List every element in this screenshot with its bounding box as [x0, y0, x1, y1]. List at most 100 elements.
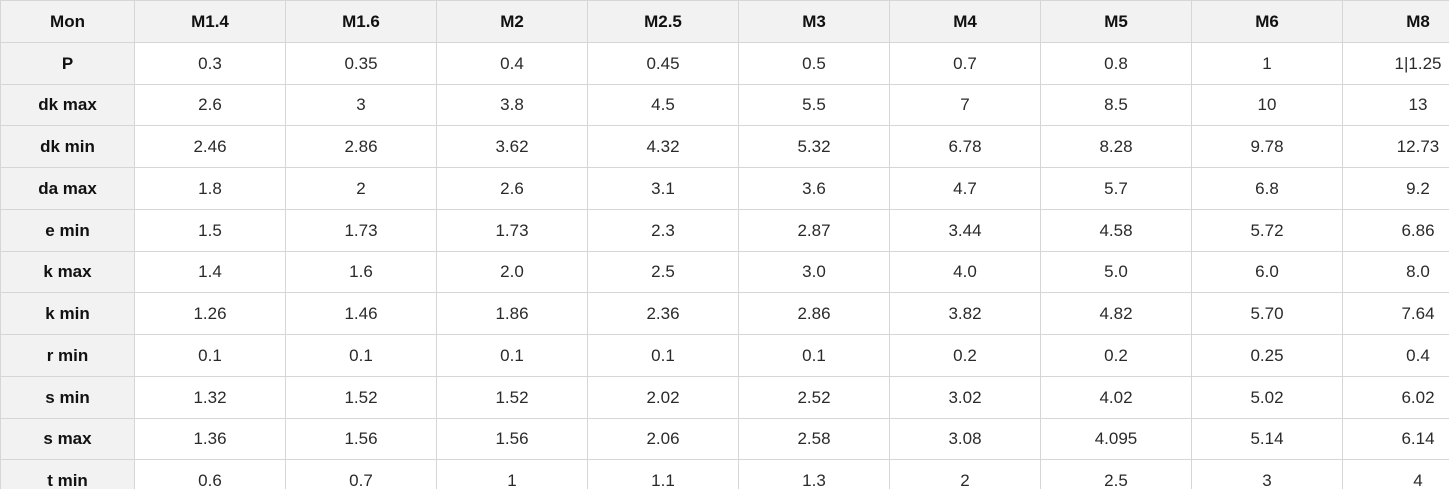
- cell: 0.25: [1191, 334, 1343, 377]
- cell: 4.7: [889, 167, 1041, 210]
- cell: 4.0: [889, 250, 1041, 294]
- table-row: P 0.3 0.35 0.4 0.45 0.5 0.7 0.8 1 1|1.25: [0, 41, 1449, 85]
- cell: 6.0: [1191, 250, 1343, 294]
- cell: 0.1: [285, 334, 437, 377]
- cell: 7: [889, 83, 1041, 127]
- cell: 1.36: [134, 417, 286, 461]
- cell: 1.6: [285, 250, 437, 294]
- cell: 7.64: [1342, 292, 1449, 335]
- row-label: k max: [0, 250, 135, 294]
- cell: 5.32: [738, 125, 890, 168]
- cell: 5.02: [1191, 375, 1343, 419]
- cell: 1.8: [134, 167, 286, 210]
- cell: 5.7: [1040, 167, 1192, 210]
- column-header: M3: [738, 0, 890, 43]
- row-label: P: [0, 41, 135, 85]
- cell: 0.35: [285, 41, 437, 85]
- cell: 2.87: [738, 208, 890, 252]
- table-row: s min 1.32 1.52 1.52 2.02 2.52 3.02 4.02 5.02 6.0…: [0, 375, 1449, 419]
- table-row: k max 1.4 1.6 2.0 2.5 3.0 4.0 5.0 6.0 8.0: [0, 250, 1449, 294]
- cell: 4.32: [587, 125, 739, 168]
- cell: 1.46: [285, 292, 437, 335]
- cell: 0.7: [889, 41, 1041, 85]
- row-label: k min: [0, 292, 135, 335]
- cell: 13: [1342, 83, 1449, 127]
- cell: 4: [1342, 459, 1449, 489]
- cell: 1.3: [738, 459, 890, 489]
- cell: 4.58: [1040, 208, 1192, 252]
- cell: 1.52: [285, 375, 437, 419]
- table-row: k min 1.26 1.46 1.86 2.36 2.86 3.82 4.82 5.70 7.6…: [0, 292, 1449, 335]
- cell: 1.5: [134, 208, 286, 252]
- cell: 3.1: [587, 167, 739, 210]
- cell: 6.8: [1191, 167, 1343, 210]
- cell: 8.5: [1040, 83, 1192, 127]
- cell: 1.56: [285, 417, 437, 461]
- cell: 2.5: [1040, 459, 1192, 489]
- header-row: Mon M1.4 M1.6 M2 M2.5 M3 M4 M5 M6 M8: [0, 0, 1449, 43]
- cell: 1.52: [436, 375, 588, 419]
- cell: 4.095: [1040, 417, 1192, 461]
- cell: 10: [1191, 83, 1343, 127]
- cell: 1.56: [436, 417, 588, 461]
- cell: 5.70: [1191, 292, 1343, 335]
- cell: 0.8: [1040, 41, 1192, 85]
- cell: 3: [285, 83, 437, 127]
- table-row: t min 0.6 0.7 1 1.1 1.3 2 2.5 3 4: [0, 459, 1449, 489]
- table-body: P 0.3 0.35 0.4 0.45 0.5 0.7 0.8 1 1|1.25 dk max 2.6…: [0, 41, 1449, 489]
- cell: 0.45: [587, 41, 739, 85]
- row-label: da max: [0, 167, 135, 210]
- cell: 2.6: [436, 167, 588, 210]
- cell: 2.02: [587, 375, 739, 419]
- cell: 4.82: [1040, 292, 1192, 335]
- cell: 1.4: [134, 250, 286, 294]
- cell: 2.5: [587, 250, 739, 294]
- cell: 5.72: [1191, 208, 1343, 252]
- cell: 9.78: [1191, 125, 1343, 168]
- table-row: da max 1.8 2 2.6 3.1 3.6 4.7 5.7 6.8 9.2: [0, 167, 1449, 210]
- row-label: dk min: [0, 125, 135, 168]
- column-header: M1.4: [134, 0, 286, 43]
- cell: 2.86: [738, 292, 890, 335]
- cell: 3.08: [889, 417, 1041, 461]
- cell: 1.73: [285, 208, 437, 252]
- cell: 2.36: [587, 292, 739, 335]
- cell: 6.78: [889, 125, 1041, 168]
- cell: 0.1: [134, 334, 286, 377]
- cell: 2: [285, 167, 437, 210]
- column-header: M2: [436, 0, 588, 43]
- cell: 0.6: [134, 459, 286, 489]
- cell: 2: [889, 459, 1041, 489]
- cell: 2.46: [134, 125, 286, 168]
- cell: 0.1: [587, 334, 739, 377]
- cell: 5.5: [738, 83, 890, 127]
- cell: 3.44: [889, 208, 1041, 252]
- cell: 1.26: [134, 292, 286, 335]
- corner-header: Mon: [0, 0, 135, 43]
- column-header: M6: [1191, 0, 1343, 43]
- cell: 9.2: [1342, 167, 1449, 210]
- cell: 0.2: [889, 334, 1041, 377]
- cell: 3.8: [436, 83, 588, 127]
- row-label: r min: [0, 334, 135, 377]
- column-header: M5: [1040, 0, 1192, 43]
- cell: 8.28: [1040, 125, 1192, 168]
- table-row: e min 1.5 1.73 1.73 2.3 2.87 3.44 4.58 5.72 6.86: [0, 208, 1449, 252]
- cell: 1.73: [436, 208, 588, 252]
- cell: 1.1: [587, 459, 739, 489]
- table-row: dk min 2.46 2.86 3.62 4.32 5.32 6.78 8.28 9.78 12…: [0, 125, 1449, 168]
- cell: 1: [436, 459, 588, 489]
- table-row: r min 0.1 0.1 0.1 0.1 0.1 0.2 0.2 0.25 0.4: [0, 334, 1449, 377]
- column-header: M2.5: [587, 0, 739, 43]
- cell: 1: [1191, 41, 1343, 85]
- cell: 4.02: [1040, 375, 1192, 419]
- cell: 0.5: [738, 41, 890, 85]
- cell: 8.0: [1342, 250, 1449, 294]
- cell: 2.6: [134, 83, 286, 127]
- cell: 2.06: [587, 417, 739, 461]
- row-label: e min: [0, 208, 135, 252]
- cell: 0.4: [1342, 334, 1449, 377]
- cell: 3.6: [738, 167, 890, 210]
